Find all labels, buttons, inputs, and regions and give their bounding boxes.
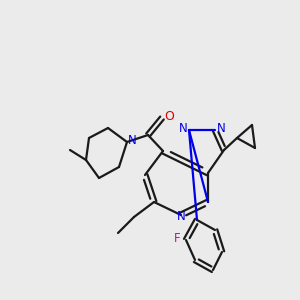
Text: N: N: [177, 209, 185, 223]
Text: N: N: [128, 134, 136, 148]
Text: O: O: [164, 110, 174, 122]
Text: F: F: [174, 232, 180, 244]
Text: N: N: [217, 122, 225, 136]
Text: N: N: [178, 122, 188, 136]
